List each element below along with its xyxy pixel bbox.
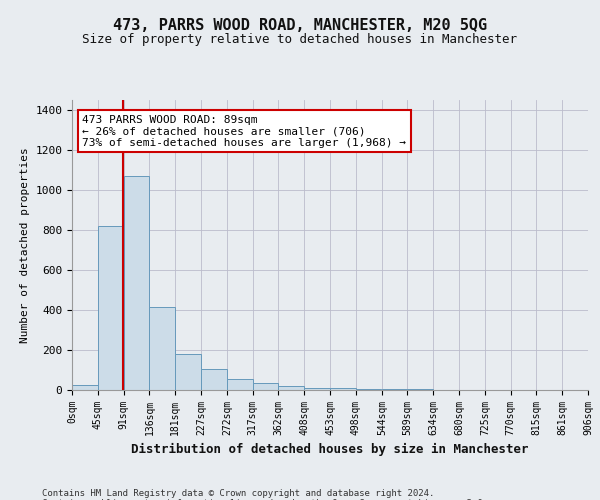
Text: 473, PARRS WOOD ROAD, MANCHESTER, M20 5QG: 473, PARRS WOOD ROAD, MANCHESTER, M20 5Q…: [113, 18, 487, 32]
Text: Size of property relative to detached houses in Manchester: Size of property relative to detached ho…: [83, 32, 517, 46]
Bar: [356, 389, 381, 390]
Y-axis label: Number of detached properties: Number of detached properties: [20, 147, 30, 343]
Bar: [330, 388, 356, 390]
Bar: [175, 354, 201, 390]
Bar: [304, 388, 330, 390]
Bar: [278, 386, 304, 390]
Text: 473 PARRS WOOD ROAD: 89sqm
← 26% of detached houses are smaller (706)
73% of sem: 473 PARRS WOOD ROAD: 89sqm ← 26% of deta…: [82, 114, 406, 148]
Bar: [124, 176, 149, 390]
Bar: [227, 379, 253, 390]
Bar: [201, 369, 227, 390]
Bar: [253, 383, 278, 390]
Bar: [98, 226, 123, 390]
Text: Contains public sector information licensed under the Open Government Licence v3: Contains public sector information licen…: [42, 498, 488, 500]
Bar: [72, 385, 98, 390]
Bar: [149, 307, 175, 390]
Text: Contains HM Land Registry data © Crown copyright and database right 2024.: Contains HM Land Registry data © Crown c…: [42, 488, 434, 498]
Text: Distribution of detached houses by size in Manchester: Distribution of detached houses by size …: [131, 442, 529, 456]
